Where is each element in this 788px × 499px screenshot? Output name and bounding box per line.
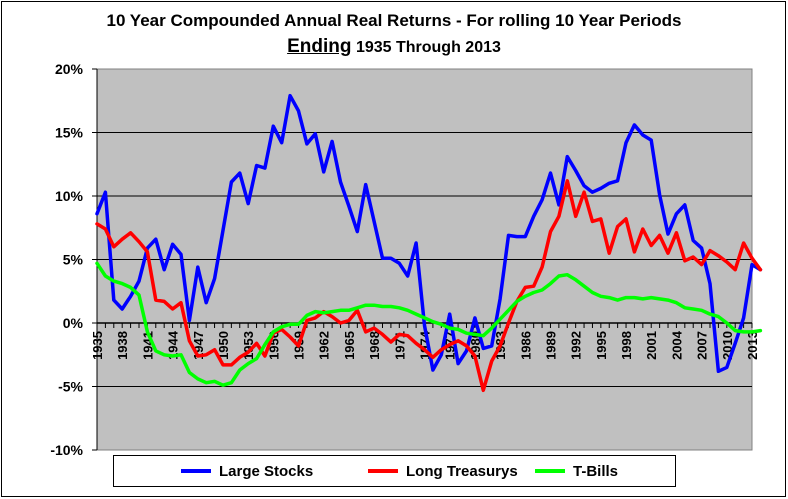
y-tick-label: -5%	[58, 379, 83, 395]
legend-label-large-stocks: Large Stocks	[219, 462, 314, 480]
x-tick-label: 2007	[695, 331, 710, 360]
x-tick-label: 1998	[619, 331, 634, 360]
x-tick-label: 1986	[518, 331, 533, 360]
legend: Large Stocks Long Treasurys T-Bills	[113, 455, 676, 487]
chart-subtitle-rest: 1935 Through 2013	[355, 39, 501, 56]
series-line-t-bills	[95, 261, 763, 387]
x-tick-label: 2001	[644, 331, 659, 360]
x-tick-label: 2013	[745, 331, 760, 360]
legend-swatch-large-stocks	[181, 469, 211, 473]
x-tick-label: 1950	[216, 331, 231, 360]
x-tick-label: 1935	[90, 331, 105, 360]
series-group	[95, 93, 763, 393]
series-line-large-stocks	[95, 93, 763, 374]
x-tick-label: 2004	[669, 330, 684, 360]
x-tick-label: 1995	[594, 331, 609, 360]
x-tick-label: 1968	[367, 331, 382, 360]
x-tick-label: 1965	[342, 331, 357, 360]
legend-label-t-bills: T-Bills	[573, 462, 619, 480]
chart-subtitle-emphasis: Ending	[287, 36, 352, 57]
y-tick-label: -10%	[50, 442, 83, 458]
x-axis: 1935 1938 1941 1944 1947 1950 1953 1956 1959 1962…	[90, 322, 760, 360]
y-tick-label: 5%	[63, 252, 84, 268]
y-tick-label: 0%	[63, 315, 84, 331]
x-tick-label: 1944	[166, 330, 181, 360]
y-axis: 20% 15% 10% 5% 0% -5% -10%	[50, 61, 98, 458]
legend-label-long-treasurys: Long Treasurys	[406, 462, 518, 480]
y-tick-label: 20%	[55, 61, 84, 77]
x-tick-label: 1992	[569, 331, 584, 360]
series-line-long-treasurys	[95, 179, 763, 393]
y-tick-label: 10%	[55, 188, 84, 204]
legend-item-long-treasurys: Long Treasurys	[368, 456, 518, 486]
legend-swatch-t-bills	[535, 469, 565, 473]
chart-title: 10 Year Compounded Annual Real Returns -…	[106, 11, 682, 30]
y-tick-label: 15%	[55, 125, 84, 141]
x-tick-label: 1989	[543, 331, 558, 360]
legend-item-large-stocks: Large Stocks	[181, 456, 313, 486]
legend-swatch-long-treasurys	[368, 469, 398, 473]
chart-subtitle: Ending 1935 Through 2013	[0, 36, 788, 58]
legend-item-t-bills: T-Bills	[535, 456, 618, 486]
x-tick-label: 1962	[317, 331, 332, 360]
x-tick-label: 1938	[115, 331, 130, 360]
